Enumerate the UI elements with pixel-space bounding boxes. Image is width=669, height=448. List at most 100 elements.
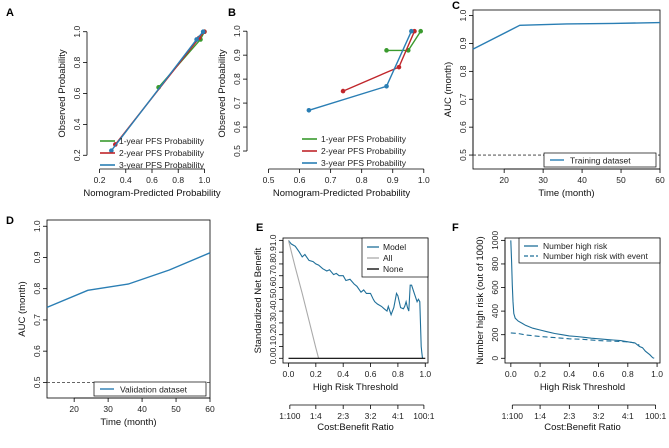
y-tick-label: 0.5 xyxy=(232,145,242,157)
y-tick-label: 1.0 xyxy=(232,25,242,37)
y-tick-label: 0.0 xyxy=(268,352,278,364)
legend-label: 1-year PFS Probability xyxy=(321,134,407,144)
y-axis-label: AUC (month) xyxy=(17,281,28,336)
x2-tick-label: 1:100 xyxy=(279,411,301,421)
x2-tick-label: 1:4 xyxy=(534,411,546,421)
chart-panel-d: D 20 30 40 50 60 0.5 0.6 0.7 0.8 0.9 1.0 Time (month… xyxy=(6,215,215,428)
x-tick-label: 0.5 xyxy=(263,175,275,185)
legend-box xyxy=(543,152,657,168)
y-tick-label: 0.7 xyxy=(268,270,278,282)
y-tick-label: 0.6 xyxy=(458,121,468,133)
y-tick-label: 1.0 xyxy=(72,26,82,38)
x-tick-label: 20 xyxy=(69,404,79,414)
plot-frame xyxy=(472,9,661,170)
y-tick-label: 400 xyxy=(490,304,500,318)
y-tick-label: 0.4 xyxy=(268,305,278,317)
x-tick-label: 40 xyxy=(137,404,147,414)
x-tick-label: 0.6 xyxy=(365,369,377,379)
data-point xyxy=(396,64,402,70)
panel-label: D xyxy=(6,215,14,227)
x-tick-label: 1.0 xyxy=(419,369,431,379)
data-point xyxy=(194,37,199,42)
x-tick-label: 0.8 xyxy=(392,369,404,379)
x-tick-label: 0.8 xyxy=(356,175,368,185)
x-tick-label: 0.4 xyxy=(337,369,349,379)
x-axis-label: Time (month) xyxy=(538,188,594,199)
x-tick-label: 0.8 xyxy=(622,369,634,379)
y-tick-label: 0.7 xyxy=(32,314,42,326)
y-tick-label: 800 xyxy=(490,257,500,271)
series-line-2 xyxy=(342,30,416,92)
x-tick-label: 0.6 xyxy=(593,369,605,379)
series-line-1 xyxy=(288,240,424,359)
data-point xyxy=(200,29,206,35)
x-tick-label: 0.4 xyxy=(120,175,132,185)
y-tick-label: 1.0 xyxy=(458,9,468,21)
y-tick-label: 0.7 xyxy=(232,97,242,109)
x-axis-label: High Risk Threshold xyxy=(313,382,398,393)
x2-axis-label: Cost:Benefit Ratio xyxy=(544,422,621,433)
x-tick-label: 1.0 xyxy=(199,175,211,185)
legend-label: 3-year PFS Probability xyxy=(119,160,205,170)
legend-label: Model xyxy=(383,242,406,252)
y-tick-label: 1.0 xyxy=(268,234,278,246)
y-tick-label: 0.8 xyxy=(32,283,42,295)
legend-label: None xyxy=(383,264,404,274)
x2-tick-label: 4:1 xyxy=(622,411,634,421)
y-axis-label: Observed Probability xyxy=(217,49,228,137)
x-tick-label: 0.8 xyxy=(172,175,184,185)
y-tick-label: 0.5 xyxy=(268,293,278,305)
data-point xyxy=(306,107,312,113)
x-tick-label: 60 xyxy=(655,175,665,185)
legend-label: All xyxy=(383,253,393,263)
x-axis-label: Nomogram-Predicted Probability xyxy=(273,188,411,199)
x2-tick-label: 3:2 xyxy=(365,411,377,421)
y-tick-label: 0.8 xyxy=(72,56,82,68)
data-point xyxy=(384,84,389,89)
panel-label: A xyxy=(6,7,14,19)
series-line-3 xyxy=(110,31,204,152)
y-axis-label: AUC (month) xyxy=(443,62,454,117)
y-axis-label: Standardized Net Benefit xyxy=(253,247,264,353)
y-tick-label: 1.0 xyxy=(32,220,42,232)
y-tick-label: 0.2 xyxy=(268,329,278,341)
x-tick-label: 50 xyxy=(171,404,181,414)
y-tick-label: 0.1 xyxy=(268,340,278,352)
y-tick-label: 600 xyxy=(490,280,500,294)
x2-tick-label: 2:3 xyxy=(563,411,575,421)
chart-panel-a: A 0.2 0.4 0.6 0.8 1.0 0.2 0.4 0.6 0.8 1.0 Nomogram-… xyxy=(6,7,221,199)
x-tick-label: 0.6 xyxy=(146,175,158,185)
x-tick-label: 0.2 xyxy=(94,175,106,185)
y-tick-label: 0.8 xyxy=(232,73,242,85)
y-tick-label: 0 xyxy=(490,356,500,361)
series-line-3 xyxy=(308,30,413,111)
y-tick-label: 0.5 xyxy=(458,149,468,161)
y-tick-label: 1000 xyxy=(490,231,500,250)
series-line-2 xyxy=(510,332,640,346)
x-axis-label: Nomogram-Predicted Probability xyxy=(83,188,221,199)
y-tick-label: 0.5 xyxy=(32,376,42,388)
data-point xyxy=(109,148,114,153)
x-tick-label: 0.0 xyxy=(505,369,517,379)
legend-label: 2-year PFS Probability xyxy=(119,148,205,158)
panel-label: B xyxy=(228,7,236,19)
x2-tick-label: 100:1 xyxy=(645,411,667,421)
data-point xyxy=(384,48,389,53)
legend-box xyxy=(518,237,661,264)
x-tick-label: 20 xyxy=(499,175,509,185)
x-tick-label: 1.0 xyxy=(418,175,430,185)
x-tick-label: 30 xyxy=(538,175,548,185)
x-tick-label: 0.4 xyxy=(563,369,575,379)
y-tick-label: 0.6 xyxy=(232,121,242,133)
panel-label: C xyxy=(452,0,460,12)
x-tick-label: 0.0 xyxy=(283,369,295,379)
y-tick-label: 0.6 xyxy=(72,87,82,99)
y-tick-label: 0.9 xyxy=(458,37,468,49)
legend-label: Validation dataset xyxy=(120,385,188,395)
x2-tick-label: 4:1 xyxy=(392,411,404,421)
x-tick-label: 60 xyxy=(205,404,215,414)
plot-frame xyxy=(46,219,211,399)
legend-label: 2-year PFS Probability xyxy=(321,146,407,156)
x2-tick-label: 1:4 xyxy=(310,411,322,421)
